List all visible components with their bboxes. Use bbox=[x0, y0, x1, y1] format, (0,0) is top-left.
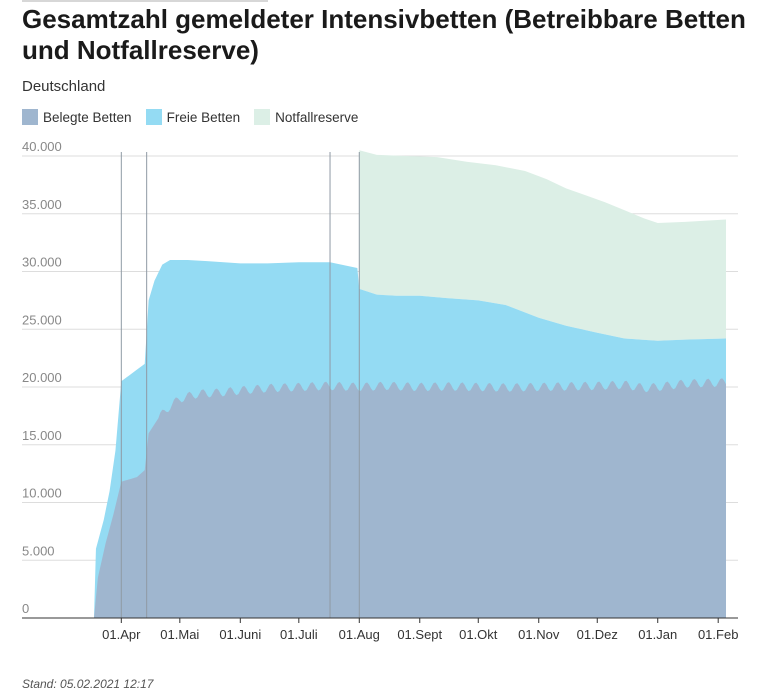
area-notfallreserve bbox=[359, 150, 726, 341]
x-tick-label-8: 01.Dez bbox=[577, 627, 618, 642]
x-tick-label-2: 01.Juni bbox=[219, 627, 261, 642]
y-tick-label-4: 20.000 bbox=[22, 370, 62, 385]
y-tick-label-5: 25.000 bbox=[22, 312, 62, 327]
legend-item-notfall: Notfallreserve bbox=[254, 109, 358, 125]
x-tick-label-6: 01.Okt bbox=[459, 627, 498, 642]
y-tick-label-7: 35.000 bbox=[22, 197, 62, 212]
x-tick-label-3: 01.Juli bbox=[280, 627, 318, 642]
x-tick-label-1: 01.Mai bbox=[160, 627, 199, 642]
legend-label-belegte: Belegte Betten bbox=[43, 109, 132, 125]
area-chart: 0 5.000 10.000 15.000 20.000 25.000 30.000 35.0… bbox=[22, 139, 738, 642]
top-rule bbox=[22, 0, 268, 2]
y-tick-label-3: 15.000 bbox=[22, 428, 62, 443]
x-tick-label-5: 01.Sept bbox=[397, 627, 442, 642]
legend-label-freie: Freie Betten bbox=[166, 109, 241, 125]
chart-subtitle: Deutschland bbox=[22, 78, 106, 95]
y-tick-label-2: 10.000 bbox=[22, 486, 62, 501]
legend-swatch-notfall bbox=[254, 109, 271, 125]
y-tick-label-6: 30.000 bbox=[22, 255, 62, 270]
chart-title: Gesamtzahl gemeldeter Intensivbetten (Be… bbox=[22, 4, 746, 65]
legend-item-belegte: Belegte Betten bbox=[22, 109, 132, 125]
footer-timestamp: Stand: 05.02.2021 12:17 bbox=[22, 677, 154, 691]
x-tick-label-9: 01.Jan bbox=[638, 627, 677, 642]
legend-swatch-freie bbox=[145, 109, 162, 125]
y-tick-label-1: 5.000 bbox=[22, 543, 55, 558]
y-tick-label-0: 0 bbox=[22, 601, 29, 616]
area-belegte-betten bbox=[94, 378, 726, 618]
x-tick-label-0: 01.Apr bbox=[102, 627, 141, 642]
y-tick-label-8: 40.000 bbox=[22, 139, 62, 154]
legend-label-notfall: Notfallreserve bbox=[275, 109, 359, 125]
legend-swatch-belegte bbox=[22, 109, 38, 125]
legend-item-freie: Freie Betten bbox=[145, 109, 241, 125]
x-tick-label-7: 01.Nov bbox=[518, 627, 560, 642]
legend: Belegte Betten Freie Betten Notfallreser… bbox=[22, 109, 358, 125]
x-tick-label-4: 01.Aug bbox=[339, 627, 380, 642]
x-tick-label-10: 01.Feb bbox=[698, 627, 738, 642]
